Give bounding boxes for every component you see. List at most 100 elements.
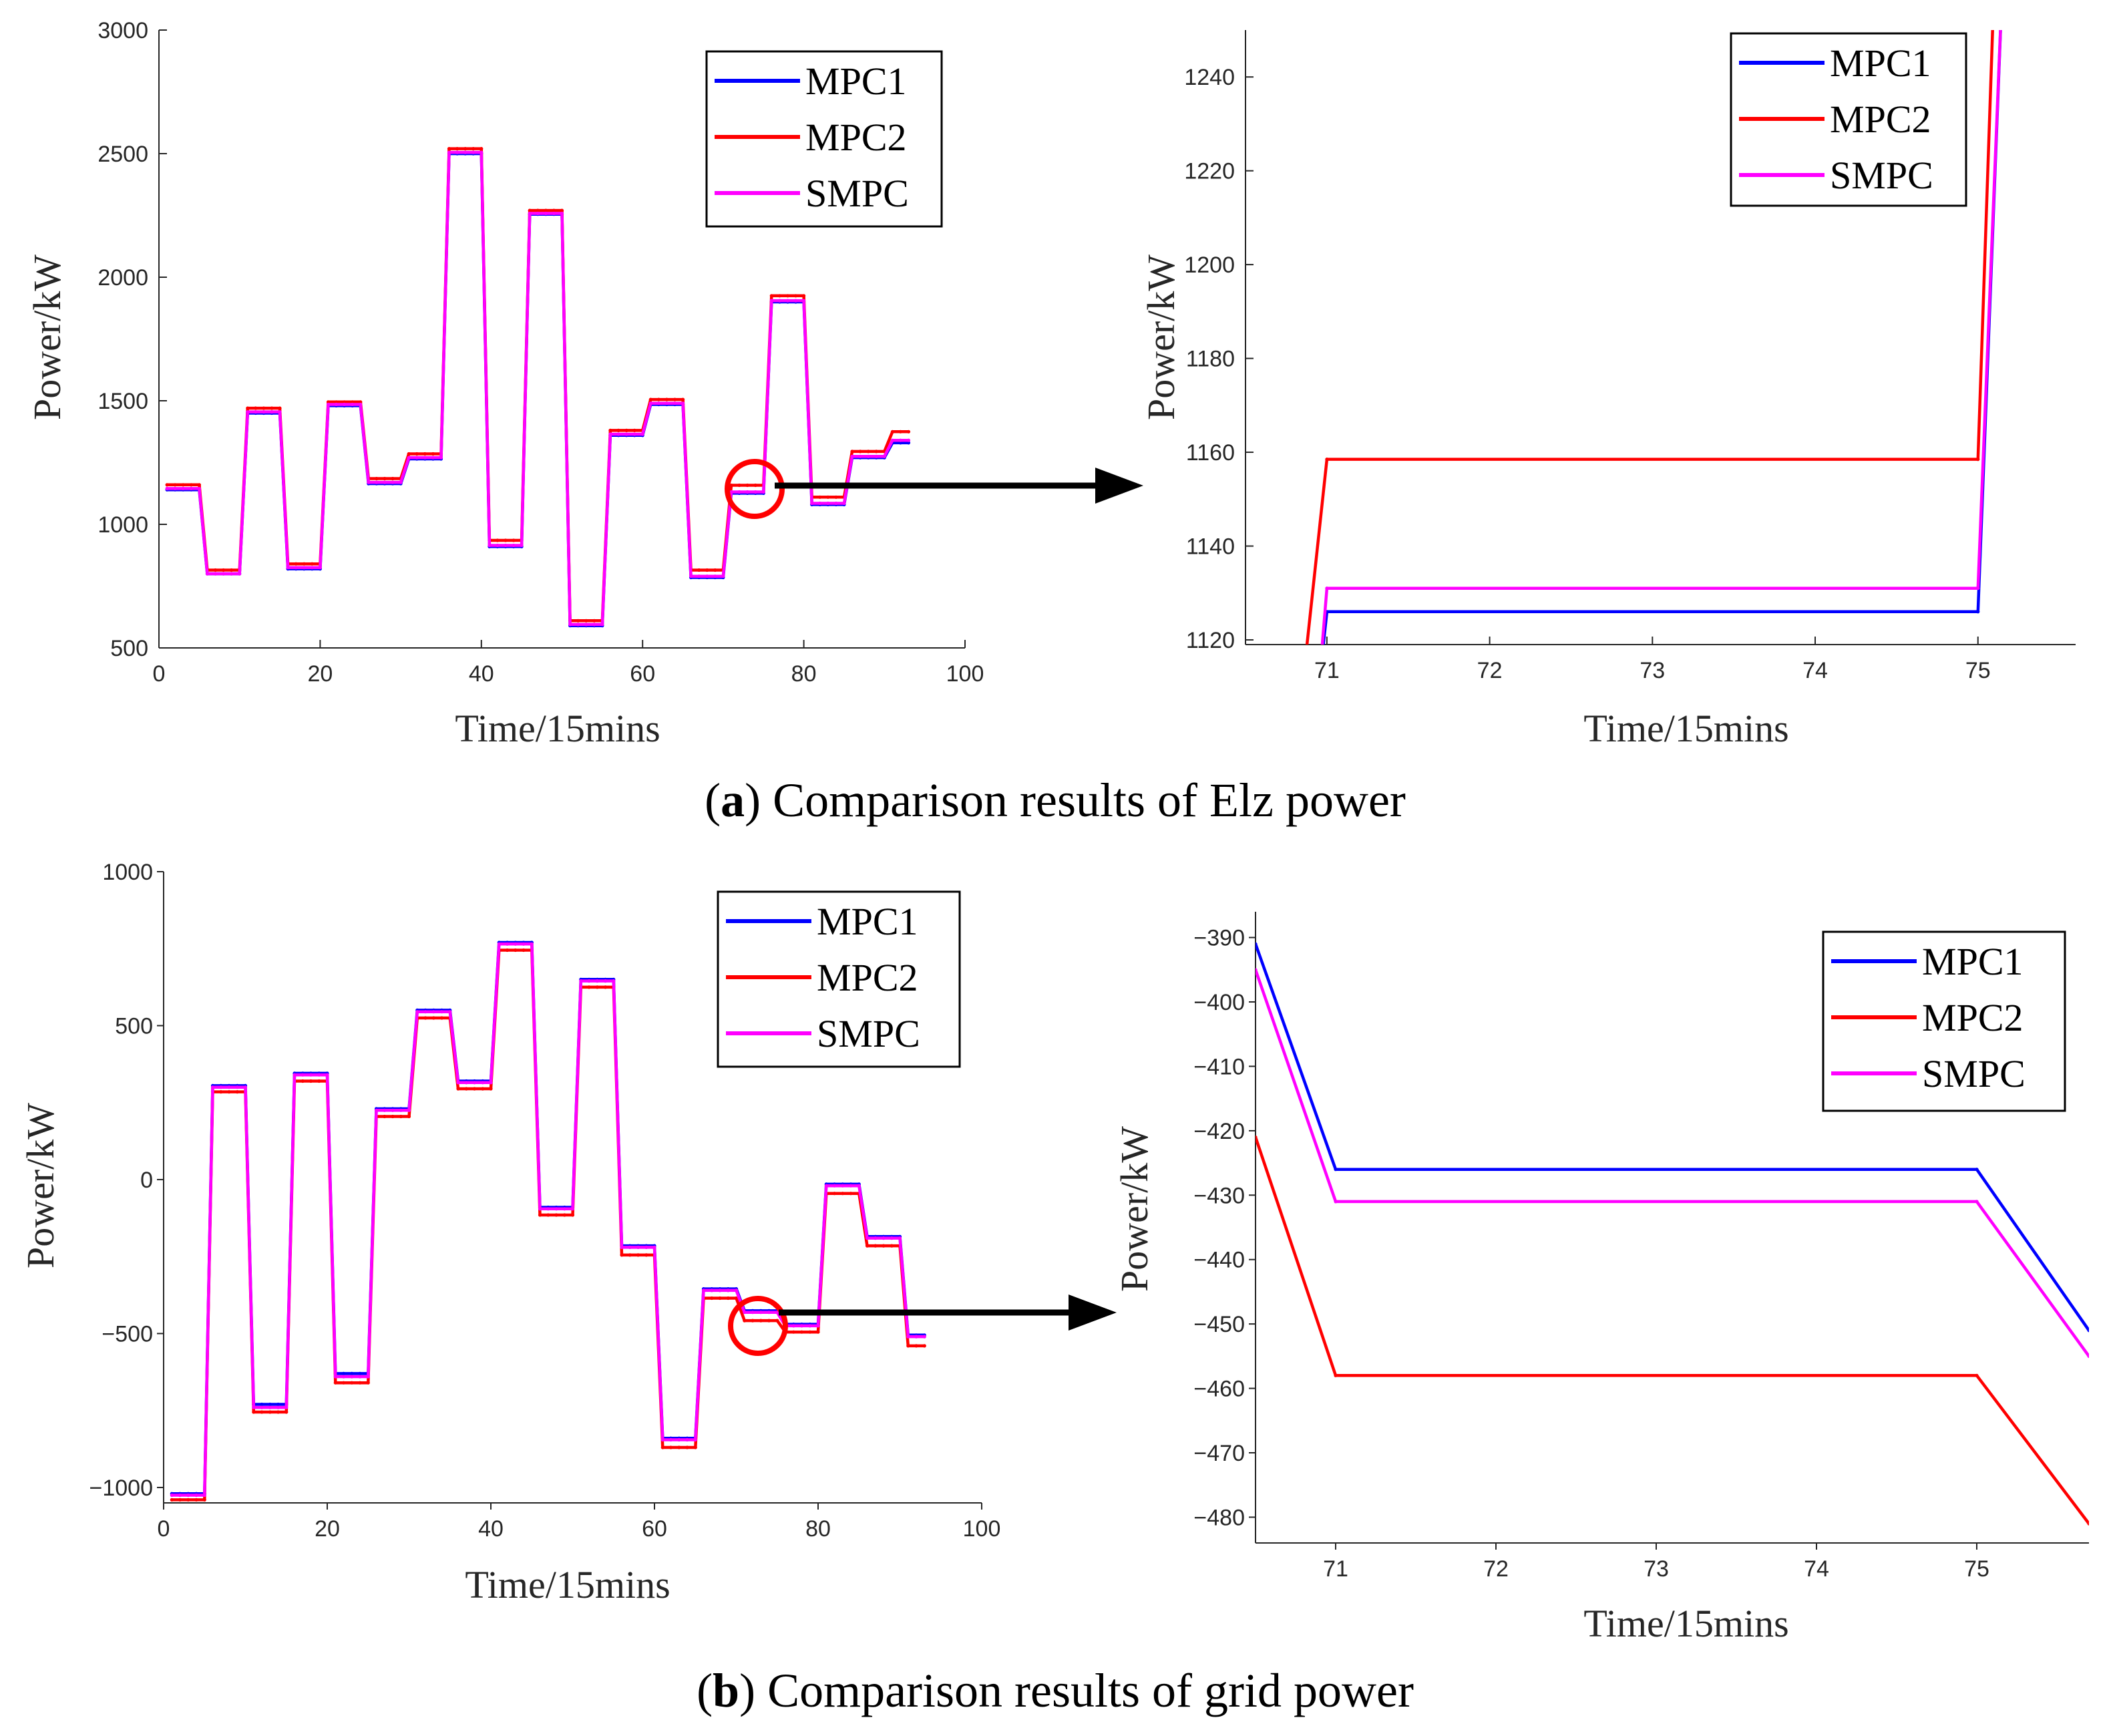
a-main-point-smpc [753, 490, 757, 494]
a-main-point-mpc2 [624, 428, 628, 433]
a-zoom-xtick-label: 72 [1477, 658, 1503, 683]
b-main-point-mpc2 [677, 1445, 681, 1449]
b-main-point-smpc [309, 1073, 313, 1077]
a-main-point-smpc [737, 490, 741, 494]
b-main-point-smpc [481, 1081, 485, 1085]
b-zoom-point-smpc [1256, 968, 1258, 972]
b-zoom-ytick-label: −480 [1193, 1505, 1245, 1530]
b-main-point-smpc [718, 1288, 722, 1292]
b-main-point-mpc2 [268, 1410, 272, 1414]
b-main-point-smpc [235, 1085, 239, 1089]
b-main-point-mpc2 [620, 1253, 624, 1257]
b-zoom-point-mpc1 [1256, 942, 1258, 946]
a-main-point-smpc [866, 454, 870, 458]
a-main-point-mpc2 [270, 406, 274, 410]
b-main-point-smpc [431, 1010, 435, 1014]
a-main-point-mpc2 [415, 452, 419, 456]
a-zoom-legend: MPC1 MPC2 SMPC [1730, 32, 1967, 207]
b-main-point-mpc2 [522, 948, 526, 952]
b-main-ytick-label: −1000 [89, 1475, 154, 1501]
b-zoom-series-smpc [1256, 969, 2089, 1357]
b-main-xtick-label: 0 [158, 1516, 170, 1542]
a-main-point-mpc2 [753, 483, 757, 488]
a-zoom-xlabel: Time/15mins [1583, 707, 1788, 750]
b-zoom-ytick-label: −400 [1193, 990, 1245, 1015]
a-main-point-smpc [407, 456, 411, 460]
b-zoom-ylabel: Power/kW [1113, 1126, 1156, 1292]
b-main-point-smpc [423, 1010, 427, 1014]
b-main-point-mpc2 [562, 1213, 566, 1217]
b-main-point-mpc2 [587, 985, 591, 989]
b-main-ytick-label: 500 [115, 1013, 153, 1039]
b-zoom-point-smpc [2087, 1354, 2089, 1358]
a-zoom-ytick-label: 1180 [1186, 347, 1235, 372]
a-main-point-smpc [826, 501, 830, 506]
b-main-point-mpc2 [472, 1087, 477, 1091]
b-main-point-mpc2 [194, 1498, 198, 1502]
a-main-xtick-label: 40 [469, 661, 494, 687]
b-zoom-xtick-label: 72 [1483, 1556, 1509, 1582]
a-main-point-smpc [302, 566, 306, 570]
b-main-point-mpc2 [407, 1114, 411, 1119]
a-main-point-mpc2 [584, 619, 588, 623]
a-main-point-mpc2 [173, 483, 177, 487]
caption-b-text: ) Comparison results of grid power [739, 1664, 1414, 1717]
b-main-point-smpc [538, 1207, 542, 1211]
a-main-point-smpc [262, 410, 266, 414]
b-main-point-smpc [317, 1073, 321, 1077]
a-main-point-mpc2 [818, 495, 822, 499]
a-zoom-ytick-label: 1220 [1184, 159, 1235, 184]
b-main-point-smpc [276, 1405, 280, 1409]
a-main-point-smpc [890, 438, 894, 442]
a-main-point-mpc2 [326, 400, 331, 404]
b-main-point-smpc [652, 1245, 656, 1249]
b-main-point-smpc [186, 1493, 190, 1498]
a-main-point-mpc2 [826, 495, 830, 499]
a-main-point-mpc2 [407, 452, 411, 456]
b-main-point-mpc2 [603, 985, 608, 989]
b-main-point-smpc [628, 1245, 632, 1249]
b-main-point-mpc2 [808, 1330, 812, 1334]
a-main-point-mpc2 [906, 429, 911, 433]
b-main-point-smpc [505, 942, 510, 946]
b-main-point-smpc [252, 1405, 256, 1409]
a-zoom-ytick-label: 1240 [1184, 65, 1235, 90]
b-zoom-point-mpc2 [1334, 1373, 1338, 1377]
b-main-point-mpc2 [227, 1090, 231, 1094]
b-main-point-smpc [554, 1207, 558, 1211]
b-main-point-smpc [366, 1375, 370, 1379]
b-main-point-smpc [898, 1236, 902, 1240]
caption-a: (a) Comparison results of Elz power [705, 773, 1406, 827]
a-main-xtick-label: 60 [630, 661, 655, 687]
b-main-point-smpc [660, 1437, 664, 1442]
a-main-point-smpc [423, 456, 427, 460]
a-zoom-xtick-label: 74 [1802, 658, 1828, 683]
a-main-point-smpc [906, 438, 911, 442]
a-main-point-mpc2 [536, 208, 540, 212]
b-main-point-mpc2 [799, 1330, 804, 1334]
a-main-point-smpc [842, 501, 846, 506]
caption-b: (b) Comparison results of grid power [697, 1664, 1414, 1717]
a-main-point-smpc [697, 574, 701, 578]
a-zoom-data [1305, 30, 2002, 645]
b-main-point-smpc [644, 1245, 648, 1249]
b-main-point-smpc [514, 942, 518, 946]
b-main-point-smpc [530, 942, 534, 946]
b-zoom-xlabel: Time/15mins [1583, 1602, 1788, 1645]
a-main-point-smpc [882, 454, 886, 458]
b-main-point-smpc [767, 1311, 771, 1315]
b-zoom-data [1256, 942, 2089, 1526]
b-zoom-point-mpc2 [1975, 1373, 1979, 1377]
b-main-point-mpc2 [554, 1213, 558, 1217]
annotations [725, 459, 1143, 1356]
b-main-point-smpc [808, 1324, 812, 1328]
b-main-point-mpc2 [350, 1381, 354, 1385]
a-zoom-series-smpc [1320, 30, 2002, 645]
a-main-point-mpc2 [576, 619, 580, 623]
b-zoom-ytick-label: −430 [1193, 1183, 1245, 1208]
a-main-point-smpc [705, 574, 709, 578]
caption-a-open: ( [705, 773, 721, 827]
b-arrow-head [1069, 1294, 1117, 1331]
b-zoom-ytick-label: −390 [1193, 926, 1245, 951]
